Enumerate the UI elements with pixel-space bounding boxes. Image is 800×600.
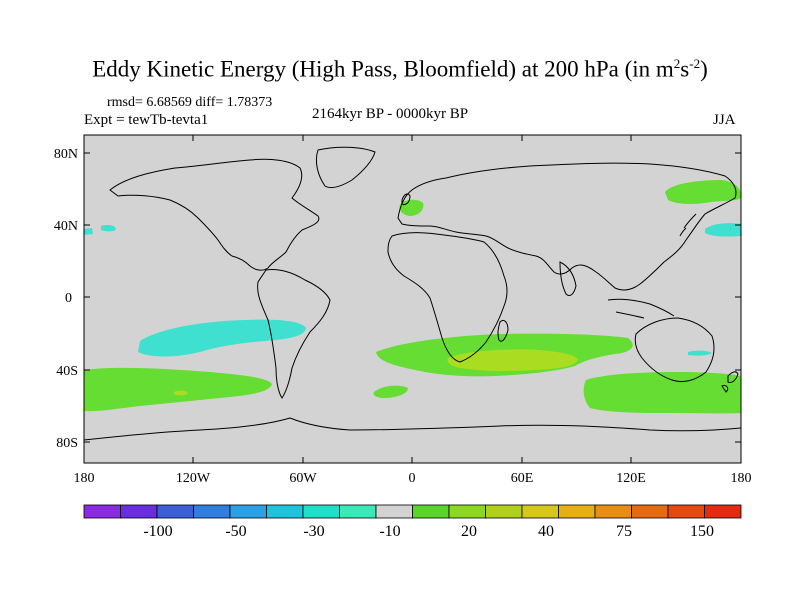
coastline-new-zealand (721, 371, 739, 393)
colorbar-label: -30 (303, 523, 324, 540)
colorbar-swatch (120, 504, 158, 519)
latitude-labels: 80N 40N 0 40S 80S (54, 147, 78, 451)
colorbar-swatch (375, 504, 413, 519)
contour-australia-cyan (688, 350, 712, 356)
contour-southern-ocean-green (583, 372, 741, 414)
coastline-australia (634, 317, 715, 383)
colorbar-swatch (704, 504, 742, 519)
chart-title: Eddy Kinetic Energy (High Pass, Bloomfie… (92, 56, 708, 82)
colorbar-label: 40 (538, 523, 554, 540)
anomaly-contours (84, 180, 741, 414)
contour-west-pacific-cyan (705, 223, 741, 237)
colorbar-swatch (83, 504, 121, 519)
coastline-madagascar (497, 319, 509, 342)
colorbar-label: -50 (225, 523, 246, 540)
stats-label: rmsd= 6.68569 diff= 1.78373 (107, 95, 273, 110)
colorbar-swatch (631, 504, 669, 519)
coastline-japan (679, 213, 697, 237)
colorbar-label: 75 (616, 523, 632, 540)
colorbar-swatch (229, 504, 267, 519)
coastline-south-america (257, 269, 331, 399)
coastlines (84, 146, 741, 441)
period-label: 2164kyr BP - 0000kyr BP (312, 106, 469, 122)
lon-label: 0 (409, 471, 416, 486)
coastline-indonesia (607, 298, 675, 319)
coastline-greenland (315, 146, 376, 189)
lon-label: 60E (511, 471, 534, 486)
colorbar (83, 504, 742, 519)
colorbar-swatch (667, 504, 705, 519)
lon-label: 180 (74, 471, 95, 486)
coastline-north-america (109, 158, 320, 271)
colorbar-swatch (302, 504, 340, 519)
lon-label: 120E (616, 471, 646, 486)
colorbar-swatch (521, 504, 559, 519)
contour-north-pacific-green (665, 180, 741, 204)
colorbar-swatch (485, 504, 523, 519)
lon-label: 180 (731, 471, 752, 486)
contour-left-cyan-2 (101, 225, 116, 232)
lon-label: 60W (289, 471, 317, 486)
longitude-labels: 180 120W 60W 0 60E 120E 180 (74, 471, 752, 486)
colorbar-swatch (558, 504, 596, 519)
lat-label: 80S (56, 436, 78, 451)
lon-label: 120W (176, 471, 211, 486)
season-label: JJA (713, 112, 736, 128)
contour-south-pacific-cyan (138, 319, 306, 357)
contour-europe-green (399, 199, 424, 216)
colorbar-swatch (339, 504, 377, 519)
coastline-india (559, 261, 577, 297)
colorbar-swatch (448, 504, 486, 519)
coastline-british-isles (401, 193, 411, 205)
contour-indian-ocean-yellow (447, 349, 578, 372)
latitude-axis (84, 152, 741, 443)
colorbar-swatch (193, 504, 231, 519)
colorbar-swatch (156, 504, 194, 519)
lat-label: 80N (54, 147, 78, 162)
coastline-africa (387, 232, 508, 363)
colorbar-swatch (266, 504, 304, 519)
colorbar-label: -10 (379, 523, 400, 540)
lat-label: 0 (65, 291, 72, 306)
contour-south-atlantic-green (373, 385, 408, 398)
colorbar-label: -100 (143, 523, 172, 540)
longitude-axis (83, 135, 742, 463)
map-background (84, 135, 741, 463)
colorbar-labels: -100 -50 -30 -10 20 40 75 150 (143, 523, 714, 540)
colorbar-label: 20 (461, 523, 477, 540)
contour-south-pacific-green (84, 367, 272, 412)
contour-left-cyan-1 (84, 228, 93, 235)
lat-label: 40N (54, 219, 78, 234)
coastline-antarctica (84, 417, 741, 441)
coastline-eurasia (397, 162, 737, 291)
contour-pacific-yellow-dot (174, 390, 188, 396)
colorbar-swatch (594, 504, 632, 519)
colorbar-label: 150 (690, 523, 714, 540)
experiment-label: Expt = tewTb-tevta1 (84, 112, 209, 128)
lat-label: 40S (56, 364, 78, 379)
colorbar-swatch (412, 504, 450, 519)
